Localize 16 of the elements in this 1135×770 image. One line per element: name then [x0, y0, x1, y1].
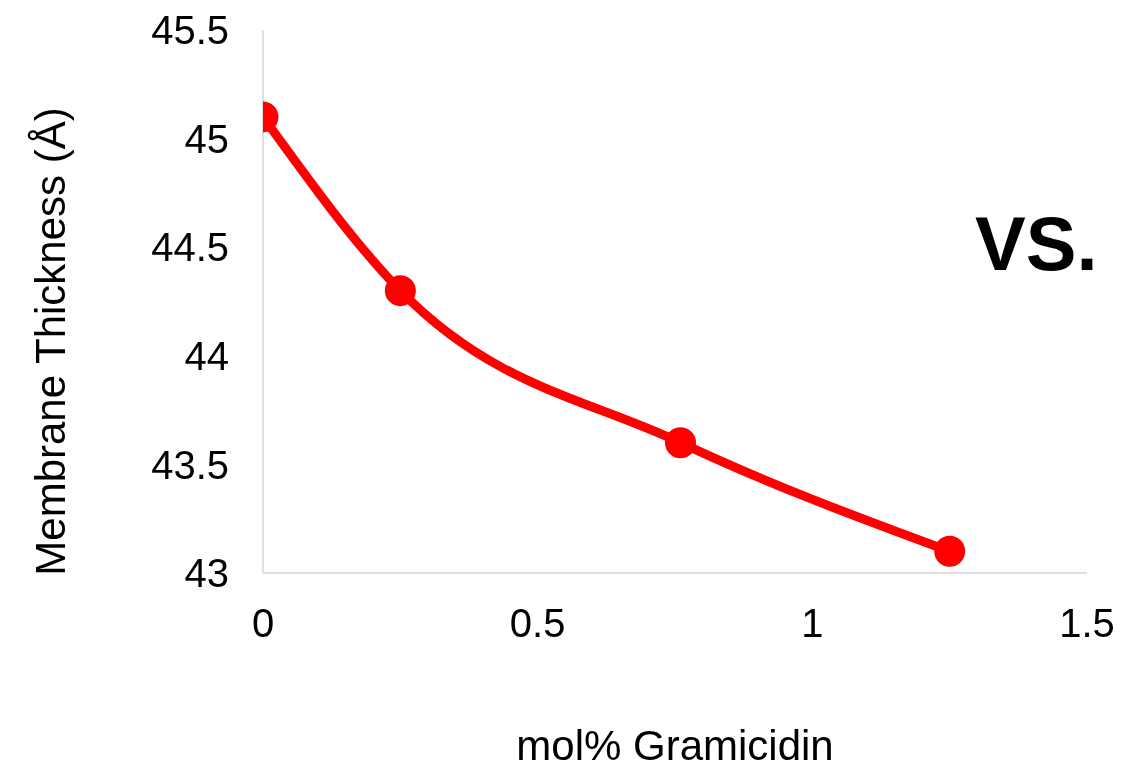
- y-tick-label: 43.5: [151, 442, 229, 487]
- y-tick-label: 45.5: [151, 8, 229, 53]
- x-tick-label: 1.5: [1059, 601, 1115, 646]
- annotation: VS.: [975, 200, 1098, 287]
- y-axis-title: Membrane Thickness (Å): [26, 107, 74, 576]
- y-tick-label: 45: [184, 116, 229, 161]
- point: [664, 427, 696, 459]
- point: [934, 535, 966, 567]
- y-tick-label: 44: [184, 334, 229, 378]
- y-tick-label: 43: [184, 551, 229, 596]
- y-tick-label: 44.5: [151, 225, 229, 270]
- x-tick-label: 0.5: [509, 601, 566, 646]
- x-axis-title: mol% Gramicidin: [516, 722, 834, 769]
- point: [384, 275, 416, 307]
- x-tick-label: 1: [801, 601, 824, 646]
- x-tick-label: 0: [251, 601, 275, 646]
